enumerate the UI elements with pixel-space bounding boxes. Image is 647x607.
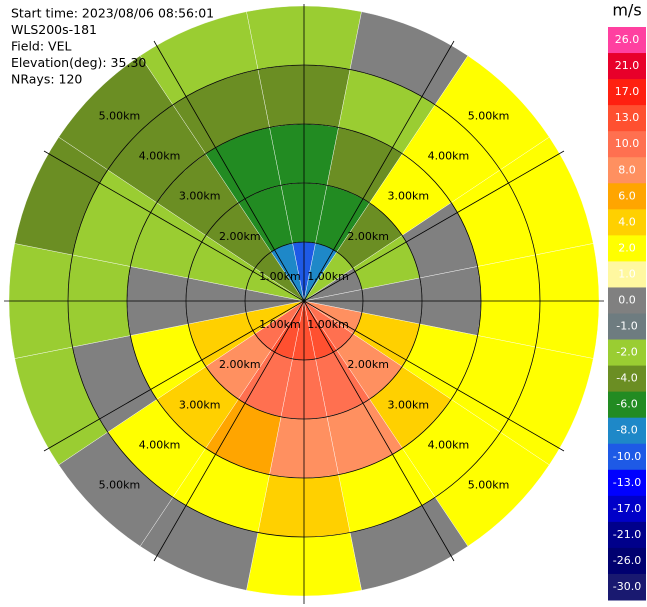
colorbar-tick-label: 6.0 [618, 189, 636, 202]
colorbar-segment [608, 573, 646, 601]
spoke [43, 150, 565, 452]
colorbar-segment [608, 521, 646, 549]
range-label: 2.00km [347, 358, 389, 371]
colorbar-segment [608, 547, 646, 575]
header-line: NRays: 120 [11, 72, 82, 87]
range-label: 4.00km [139, 150, 181, 163]
range-label: 1.00km [259, 318, 301, 331]
range-label: 4.00km [428, 150, 470, 163]
colorbar-tick-label: -8.0 [616, 424, 637, 437]
range-label: 3.00km [179, 190, 221, 203]
colorbar-tick-label: -17.0 [613, 502, 641, 515]
range-label: 3.00km [388, 398, 430, 411]
range-label: 5.00km [99, 109, 141, 122]
range-label: 4.00km [428, 438, 470, 451]
colorbar-tick-label: -1.0 [616, 320, 637, 333]
range-label: 5.00km [468, 109, 510, 122]
header-line: Start time: 2023/08/06 08:56:01 [11, 6, 214, 21]
colorbar-tick-label: 26.0 [615, 33, 640, 46]
colorbar-segment [608, 313, 646, 341]
colorbar-tick-label: -30.0 [613, 580, 641, 593]
colorbar-tick-label: 4.0 [618, 215, 636, 228]
colorbar-tick-label: -26.0 [613, 554, 641, 567]
range-label: 3.00km [179, 398, 221, 411]
colorbar-tick-label: 10.0 [615, 137, 640, 150]
colorbar-unit: m/s [612, 1, 641, 20]
range-label: 2.00km [219, 230, 261, 243]
colorbar-tick-label: -4.0 [616, 372, 637, 385]
header-line: Elevation(deg): 35.30 [11, 55, 146, 70]
colorbar-tick-label: 8.0 [618, 163, 636, 176]
range-label: 3.00km [388, 190, 430, 203]
colorbar-segment [608, 27, 646, 54]
colorbar-segment [608, 183, 646, 210]
colorbar-segment [608, 235, 646, 262]
colorbar-tick-label: 0.0 [618, 293, 636, 306]
colorbar-segment [608, 391, 646, 419]
colorbar-segment [608, 209, 646, 236]
colorbar-tick-label: -13.0 [613, 476, 641, 489]
colorbar-segment [608, 157, 646, 184]
colorbar-tick-label: -6.0 [616, 398, 637, 411]
polar-grid [4, 4, 604, 604]
header-line: Field: VEL [11, 39, 71, 54]
colorbar: 26.0 21.0 17.0 13.0 10.0 8.0 6.0 4.0 2.0 1.0 0.0 -1… [608, 27, 646, 601]
colorbar-tick-label: 2.0 [618, 241, 636, 254]
range-label: 2.00km [219, 358, 261, 371]
colorbar-segment [608, 443, 646, 471]
colorbar-segment [608, 261, 646, 288]
range-label: 2.00km [347, 230, 389, 243]
colorbar-segment [608, 79, 646, 106]
colorbar-segment [608, 105, 646, 132]
colorbar-segment [608, 287, 646, 314]
colorbar-segment [608, 417, 646, 445]
range-label: 5.00km [468, 479, 510, 492]
colorbar-tick-label: -2.0 [616, 346, 637, 359]
colorbar-segment [608, 339, 646, 367]
header-line: WLS200s-181 [11, 22, 97, 37]
colorbar-tick-label: 13.0 [615, 111, 640, 124]
range-label: 1.00km [259, 270, 301, 283]
colorbar-segment [608, 53, 646, 80]
range-label: 4.00km [139, 438, 181, 451]
colorbar-tick-label: 17.0 [615, 85, 640, 98]
colorbar-segment [608, 469, 646, 497]
colorbar-tick-label: -10.0 [613, 450, 641, 463]
colorbar-segment [608, 495, 646, 523]
colorbar-segment [608, 365, 646, 393]
range-label: 5.00km [99, 479, 141, 492]
colorbar-segment [608, 131, 646, 158]
range-label: 1.00km [307, 318, 349, 331]
colorbar-tick-label: 1.0 [618, 267, 636, 280]
colorbar-tick-label: 21.0 [615, 59, 640, 72]
range-label: 1.00km [307, 270, 349, 283]
colorbar-tick-label: -21.0 [613, 528, 641, 541]
